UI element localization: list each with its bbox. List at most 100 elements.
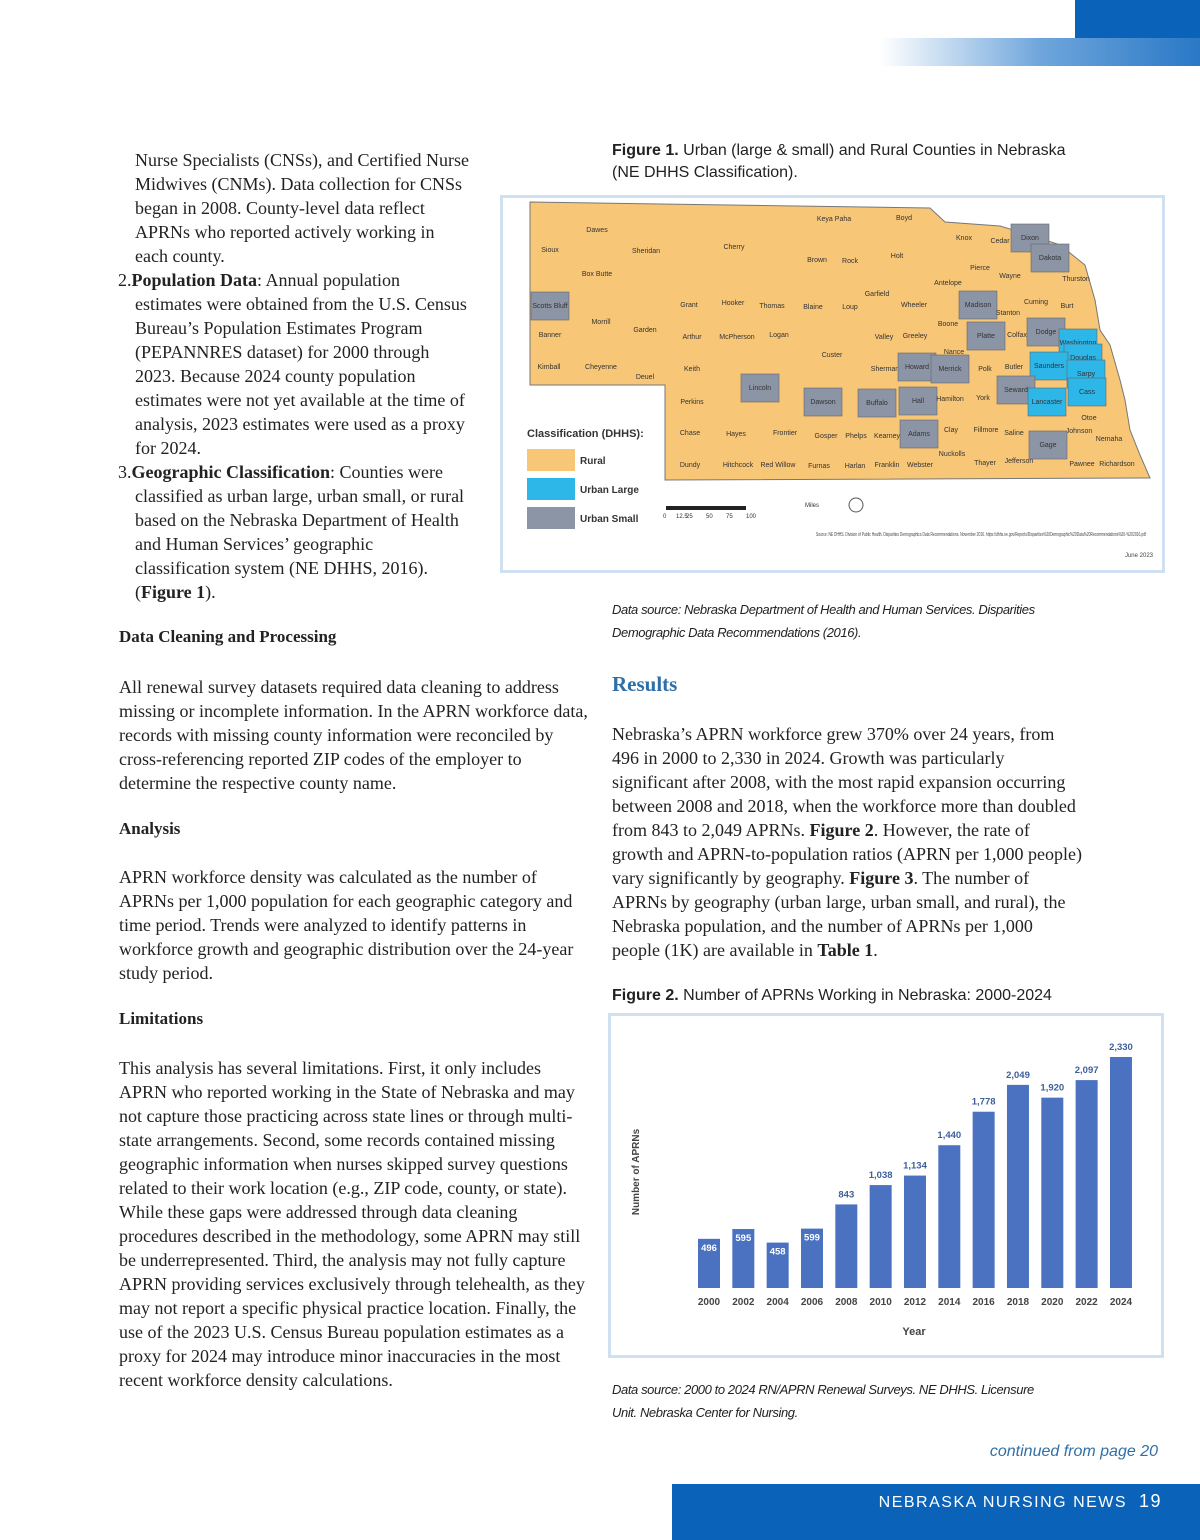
section-text: APRN workforce density was calculated as…: [119, 867, 574, 983]
county-label: Saline: [1004, 430, 1024, 437]
bar: [1109, 1057, 1132, 1288]
county-2: [897, 352, 937, 382]
county-label: Dawes: [586, 227, 608, 234]
bar: [869, 1185, 892, 1288]
county-label: Blaine: [803, 304, 823, 311]
county-label: Colfax: [1007, 332, 1027, 339]
x-tick-label: 2012: [904, 1297, 927, 1308]
legend-swatch: [527, 507, 575, 529]
county-label: Washington: [1060, 340, 1097, 347]
county-label: Sherman: [871, 366, 900, 373]
legend-title: Classification (DHHS):: [527, 428, 644, 440]
county-label: Garfield: [865, 291, 890, 298]
figure-title-text: Number of APRNs Working in Nebraska: 200…: [678, 987, 1052, 1004]
value-label: 595: [735, 1233, 752, 1244]
section-heading: Analysis: [119, 819, 181, 838]
legend-label: Urban Small: [580, 514, 639, 525]
state-outline: [529, 201, 1151, 481]
item-number: 3.: [118, 462, 132, 482]
county-label: Wayne: [999, 273, 1021, 280]
county-label: Dodge: [1036, 329, 1057, 336]
scale-bar: [666, 506, 746, 510]
value-label: 2,097: [1075, 1065, 1099, 1076]
county-label: Frontier: [773, 430, 798, 437]
county-1: [1029, 351, 1069, 381]
county-label: Custer: [822, 352, 843, 359]
figure-caption: Data source: 2000 to 2024 RN/APRN Renewa…: [612, 1382, 1034, 1420]
county-label: Cherry: [723, 244, 745, 251]
scale-unit: Miles: [805, 503, 819, 509]
footer-bar: NEBRASKA NURSING NEWS 19: [672, 1484, 1200, 1540]
figure-title: Figure 1. Urban (large & small) and Rura…: [612, 140, 1082, 184]
county-label: Polk: [978, 366, 992, 373]
county-label: Richardson: [1099, 461, 1135, 468]
county-label: Nance: [944, 349, 964, 356]
value-label: 1,920: [1040, 1083, 1064, 1094]
county-label: Fillmore: [974, 427, 999, 434]
county-label: Burt: [1061, 303, 1074, 310]
bar: [1006, 1084, 1029, 1288]
county-label: Boone: [938, 321, 958, 328]
county-label: Lancaster: [1032, 399, 1063, 406]
value-label: 2,049: [1006, 1070, 1030, 1081]
section-heading: Limitations: [119, 1009, 204, 1028]
county-2: [530, 291, 570, 321]
scale-label: 75: [726, 514, 733, 520]
bar: [1075, 1080, 1098, 1288]
item-text: : Annual population estimates were obtai…: [135, 270, 467, 458]
county-label: Dakota: [1039, 255, 1061, 262]
results-heading: Results: [612, 672, 678, 696]
county-label: Lincoln: [749, 385, 771, 392]
county-label: Logan: [769, 332, 789, 339]
figure-label: Figure 2.: [612, 987, 679, 1004]
value-label: 599: [804, 1233, 820, 1244]
x-axis-title: Year: [902, 1326, 926, 1338]
county-label: Merrick: [939, 366, 962, 373]
county-label: Hall: [912, 398, 925, 405]
list-item: 2.Population Data: Annual population est…: [118, 268, 470, 460]
county-label: Hayes: [726, 431, 746, 438]
section-text: This analysis has several limitations. F…: [119, 1058, 585, 1390]
county-label: Dawson: [810, 399, 835, 406]
county-label: Greeley: [903, 333, 928, 340]
results-text: Nebraska’s APRN workforce grew 370% over…: [612, 722, 1084, 962]
value-label: 458: [770, 1247, 786, 1258]
county-label: Buffalo: [866, 400, 888, 407]
figure-title-text: Urban (large & small) and Rural Counties…: [612, 142, 1066, 181]
county-label: Dixon: [1021, 235, 1039, 242]
value-label: 843: [838, 1189, 854, 1200]
county-label: Arthur: [682, 334, 702, 341]
county-label: Kimball: [538, 364, 561, 371]
bar: [938, 1145, 961, 1288]
item-term: Population Data: [131, 270, 258, 290]
section-text: All renewal survey datasets required dat…: [119, 677, 588, 793]
corner-block: [1075, 0, 1200, 38]
county-label: Wheeler: [901, 302, 928, 309]
x-tick-label: 2000: [698, 1297, 721, 1308]
county-label: Grant: [680, 302, 698, 309]
value-label: 1,134: [903, 1161, 927, 1172]
county-label: Scotts Bluff: [532, 303, 567, 310]
header-gradient: [880, 38, 1200, 66]
x-tick-label: 2024: [1110, 1297, 1133, 1308]
scale-label: 0: [663, 514, 667, 520]
x-tick-label: 2010: [870, 1297, 893, 1308]
method-list: Nurse Specialists (CNSs), and Certified …: [118, 148, 470, 604]
county-label: Seward: [1004, 387, 1028, 394]
county-label: Cuming: [1024, 299, 1048, 306]
list-intro: Nurse Specialists (CNSs), and Certified …: [135, 150, 469, 266]
county-label: Hamilton: [936, 396, 964, 403]
county-label: Brown: [807, 257, 827, 264]
value-label: 1,778: [972, 1097, 996, 1108]
county-2: [857, 388, 897, 418]
x-tick-label: 2016: [973, 1297, 996, 1308]
county-2: [1030, 243, 1070, 273]
county-label: Harlan: [845, 463, 866, 470]
text: . However, the rate of growth and APRN-t…: [612, 820, 1082, 888]
scale-label: 100: [746, 514, 757, 520]
county-label: Keya Paha: [817, 216, 851, 223]
county-label: Perkins: [680, 399, 704, 406]
county-label: Kearney: [874, 433, 901, 440]
figure-label: Figure 1.: [612, 142, 679, 159]
